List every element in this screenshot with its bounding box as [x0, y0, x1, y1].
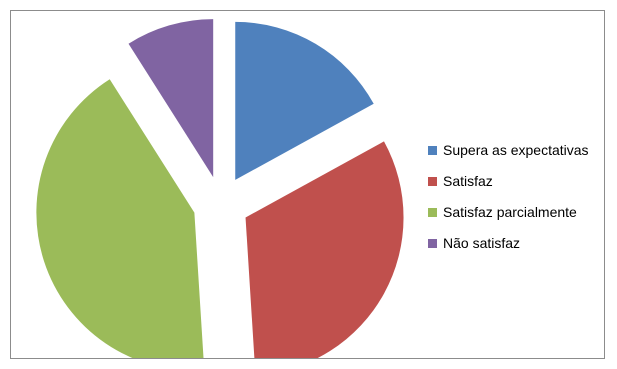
slice-nao-satisfaz	[128, 19, 214, 178]
legend-item: Satisfaz	[428, 173, 589, 189]
legend-label: Satisfaz	[443, 173, 493, 189]
legend-item: Supera as expectativas	[428, 142, 589, 158]
slice-parcialmente	[36, 79, 204, 358]
legend-label: Satisfaz parcialmente	[443, 204, 577, 220]
legend-swatch-blue	[428, 145, 437, 155]
pie-chart	[36, 19, 404, 358]
slice-satisfaz	[245, 141, 404, 358]
legend-swatch-red	[428, 176, 437, 186]
legend-swatch-green	[428, 207, 437, 217]
chart-area: Supera as expectativas Satisfaz Satisfaz…	[10, 10, 605, 359]
legend-item: Satisfaz parcialmente	[428, 204, 589, 220]
legend-label: Não satisfaz	[443, 235, 521, 251]
legend-swatch-purple	[428, 238, 437, 248]
legend-label: Supera as expectativas	[443, 142, 589, 158]
chart-legend: Supera as expectativas Satisfaz Satisfaz…	[428, 142, 589, 266]
slice-supera	[235, 21, 374, 180]
legend-item: Não satisfaz	[428, 235, 589, 251]
